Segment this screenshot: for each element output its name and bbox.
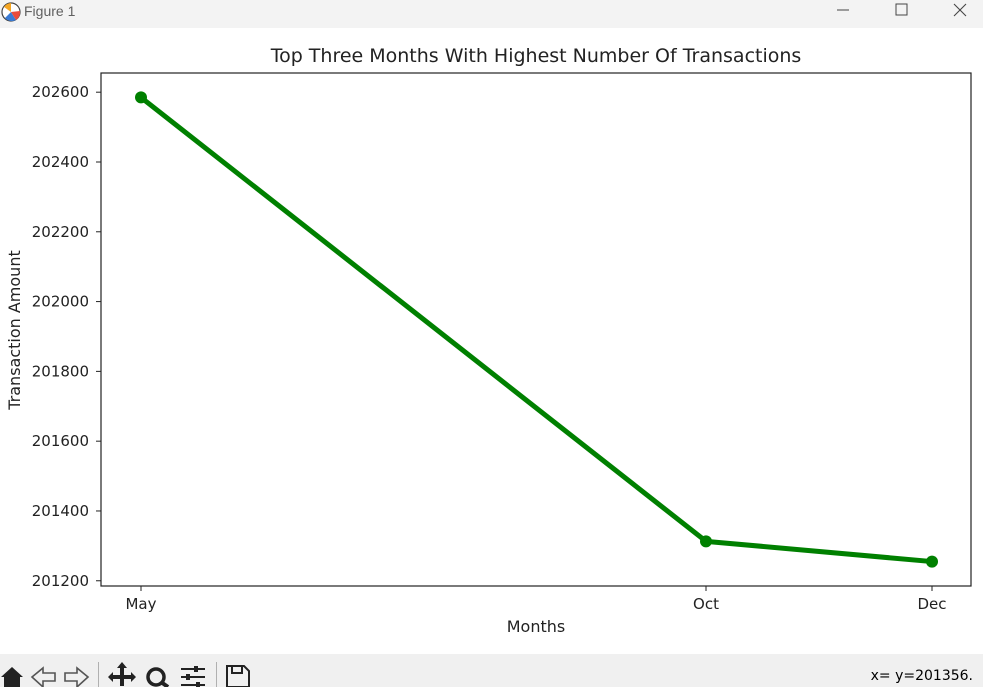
matplotlib-icon (1, 2, 21, 22)
back-icon (30, 666, 56, 689)
toolbar-separator (216, 662, 217, 687)
y-tick-label: 201600 (32, 432, 89, 450)
forward-icon (64, 666, 90, 689)
configure-subplots-button[interactable] (179, 660, 207, 688)
y-tick-label: 202200 (32, 223, 89, 241)
y-tick-label: 202000 (32, 293, 89, 311)
x-tick-label: Oct (693, 595, 719, 613)
line-chart: Top Three Months With Highest Number Of … (5, 45, 972, 636)
y-tick-label: 202600 (32, 83, 89, 101)
pan-button[interactable] (108, 660, 136, 687)
x-tick-label: May (125, 595, 156, 613)
maximize-icon (895, 3, 908, 16)
zoom-icon (146, 667, 170, 689)
series-line (139, 95, 933, 565)
y-axis-label: Transaction Amount (5, 250, 24, 411)
home-icon (1, 667, 23, 687)
window-titlebar: Figure 1 (0, 0, 983, 28)
forward-button[interactable] (62, 660, 90, 689)
series-line-group (135, 91, 938, 568)
minimize-icon (837, 9, 849, 11)
x-axis-label: Months (507, 617, 565, 636)
figure-canvas[interactable]: Top Three Months With Highest Number Of … (0, 28, 983, 654)
x-axis-ticks: May Oct Dec (125, 586, 947, 613)
toolbar-separator (98, 662, 99, 687)
y-tick-label: 201200 (32, 572, 89, 590)
back-button[interactable] (30, 660, 58, 689)
data-point-may (135, 91, 147, 104)
home-button[interactable] (0, 660, 28, 687)
data-point-dec (926, 555, 938, 568)
configure-subplots-icon (181, 666, 205, 688)
y-tick-label: 201800 (32, 362, 89, 380)
pan-icon (108, 662, 136, 686)
chart-title: Top Three Months With Highest Number Of … (270, 45, 802, 67)
data-point-oct (700, 535, 712, 548)
close-icon (953, 3, 967, 17)
save-icon (226, 665, 250, 688)
x-tick-label: Dec (917, 595, 946, 613)
minimize-button[interactable] (820, 0, 866, 28)
cursor-coordinates: x= y=201356. (870, 668, 973, 684)
navigation-toolbar: x= y=201356. (0, 654, 983, 689)
y-tick-label: 201400 (32, 502, 89, 520)
save-button[interactable] (224, 660, 252, 688)
plot-area (100, 72, 972, 587)
y-axis-ticks: 201200 201400 201600 201800 202000 202200 2024… (32, 83, 101, 590)
zoom-button[interactable] (143, 660, 171, 689)
close-button[interactable] (937, 0, 983, 28)
y-tick-label: 202400 (32, 153, 89, 171)
window-title: Figure 1 (24, 3, 76, 19)
maximize-button[interactable] (878, 0, 924, 28)
